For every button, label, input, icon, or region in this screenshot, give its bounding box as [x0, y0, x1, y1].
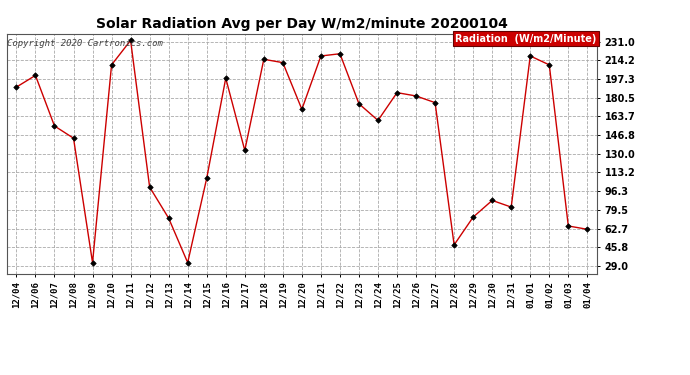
Text: Radiation  (W/m2/Minute): Radiation (W/m2/Minute)	[455, 34, 597, 44]
Title: Solar Radiation Avg per Day W/m2/minute 20200104: Solar Radiation Avg per Day W/m2/minute …	[96, 17, 508, 31]
Text: Copyright 2020 Cartronics.com: Copyright 2020 Cartronics.com	[7, 39, 163, 48]
